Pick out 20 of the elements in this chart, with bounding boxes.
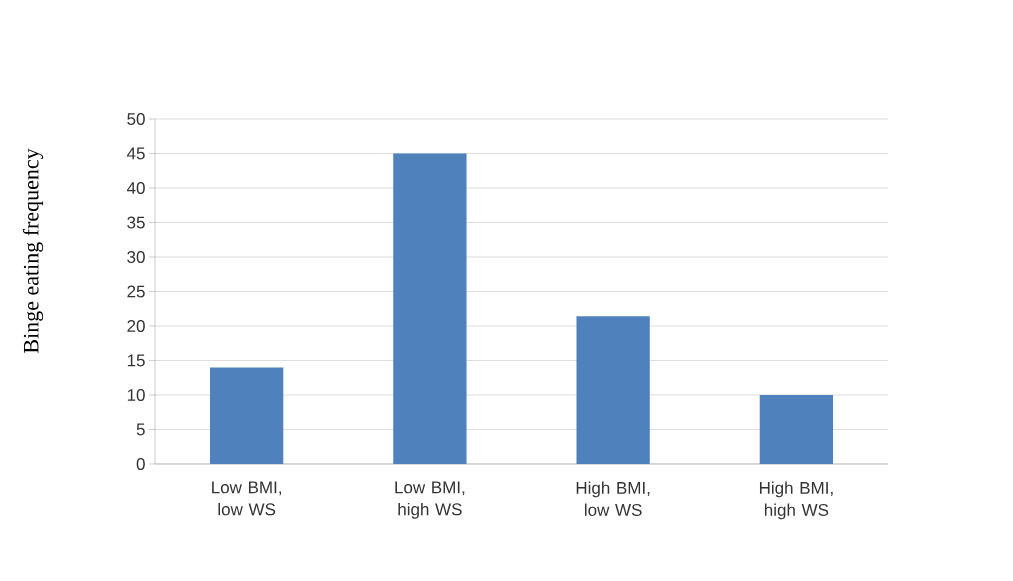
y-tick-label: 5: [136, 423, 145, 436]
y-tick-label: 40: [126, 181, 145, 195]
bar: [576, 316, 650, 464]
bar: [393, 153, 467, 464]
y-tick-label: 20: [127, 319, 145, 333]
y-tick-label: 0: [136, 457, 145, 471]
y-tick-label: 35: [127, 216, 145, 229]
bar: [759, 394, 834, 464]
x-tick-label: High BMI, low WS: [576, 481, 650, 516]
bar: [209, 367, 284, 464]
x-tick-label: Low BMI, low WS: [212, 481, 281, 516]
y-tick-label: 10: [127, 388, 145, 402]
x-tick-label: Low BMI, high WS: [395, 481, 465, 519]
y-tick-label: 45: [126, 147, 145, 160]
y-tick-label: 50: [127, 112, 145, 126]
y-tick-label: 15: [127, 354, 145, 367]
y-tick-label: 25: [127, 285, 145, 298]
y-tick-label: 30: [127, 250, 145, 264]
x-tick-label: High BMI, high WS: [759, 481, 833, 520]
y-axis-title: Binge eating frequency: [22, 148, 44, 353]
